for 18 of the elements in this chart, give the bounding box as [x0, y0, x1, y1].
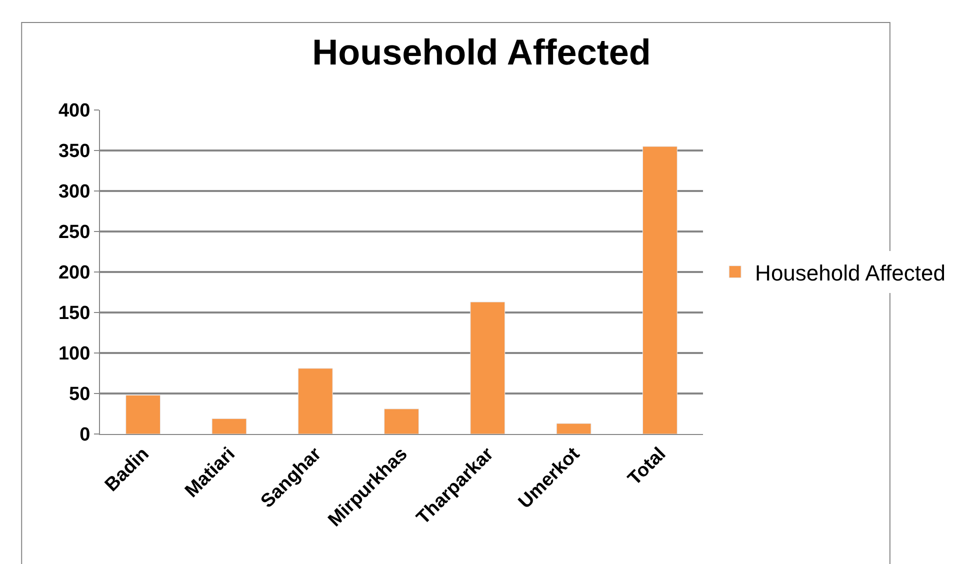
y-tick-label: 50 [69, 384, 90, 406]
legend-label: Household Affected [755, 260, 946, 286]
y-tick-label: 0 [80, 424, 90, 446]
y-tick-label: 350 [58, 141, 90, 162]
y-tick-label: 250 [58, 222, 90, 244]
bar [212, 418, 247, 434]
bar [556, 423, 592, 434]
chart-title: Household Affected [312, 32, 651, 73]
bar [298, 368, 333, 434]
y-tick-label: 200 [58, 262, 90, 284]
y-tick-label: 150 [58, 303, 90, 324]
y-tick-label: 300 [58, 182, 90, 203]
bar [384, 408, 419, 434]
y-tick-label: 100 [58, 344, 90, 365]
bar [470, 302, 506, 434]
bar [126, 394, 161, 434]
y-tick-label: 400 [58, 100, 90, 122]
bar [642, 146, 678, 434]
